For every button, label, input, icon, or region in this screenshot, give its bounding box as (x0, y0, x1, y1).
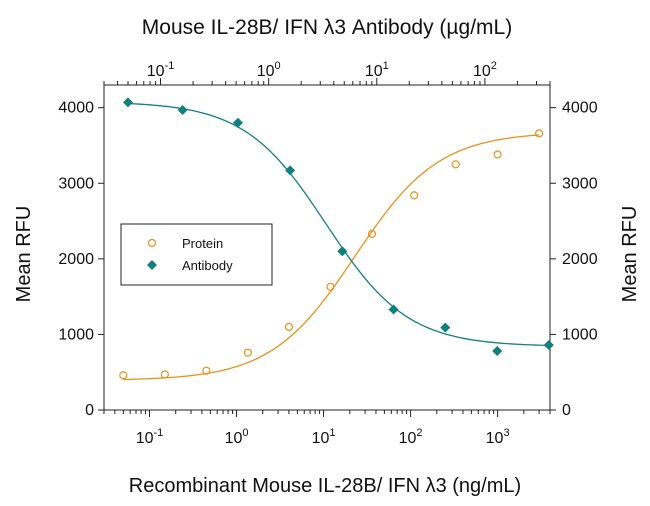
x-top-tick-label: 100 (257, 60, 281, 80)
antibody-point (232, 117, 243, 128)
x-top-tick-label: 10-1 (147, 60, 175, 80)
y-axis-label-right: Mean RFU (619, 206, 641, 303)
protein-point (367, 229, 377, 238)
y-tick-label-right: 0 (562, 402, 571, 419)
protein-point (202, 366, 211, 375)
protein-point (160, 370, 169, 379)
antibody-point (543, 340, 554, 350)
x-top-tick-label: 102 (473, 60, 497, 80)
protein-point (451, 160, 460, 169)
legend-protein-marker (147, 238, 157, 248)
y-axis-label-left: Mean RFU (13, 206, 35, 303)
y-tick-label-right: 2000 (562, 251, 598, 268)
protein-point (535, 129, 544, 138)
top-axis-title: Mouse IL-28B/ IFN λ3 Antibody (µg/mL) (142, 16, 512, 39)
protein-point (284, 322, 294, 331)
x-top-tick-label: 101 (365, 60, 389, 80)
x-axis-label: Recombinant Mouse IL-28B/ IFN λ3 (ng/mL) (129, 475, 521, 497)
x-bottom-tick-label: 100 (225, 427, 249, 447)
antibody-point (285, 165, 296, 176)
antibody-point (177, 104, 188, 115)
antibody-point (337, 246, 348, 257)
x-bottom-tick-label: 10-1 (136, 427, 164, 447)
antibody-point (388, 304, 399, 315)
fit-curve-antibody (127, 102, 549, 347)
y-tick-label-left: 0 (85, 402, 94, 419)
y-tick-label-left: 3000 (58, 175, 94, 192)
antibody-point (492, 346, 503, 357)
protein-point (493, 150, 502, 159)
legend-protein-label: Protein (182, 236, 223, 251)
y-tick-label-right: 1000 (562, 326, 598, 343)
legend-antibody-label: Antibody (182, 258, 233, 273)
protein-point (326, 282, 335, 291)
y-tick-label-left: 1000 (58, 326, 94, 343)
y-tick-label-right: 3000 (562, 175, 598, 192)
y-tick-label-left: 2000 (58, 251, 94, 268)
antibody-point (440, 322, 451, 333)
x-bottom-tick-label: 103 (486, 427, 510, 447)
data-points (119, 97, 554, 380)
x-bottom-tick-label: 102 (399, 427, 423, 447)
x-bottom-tick-label: 101 (312, 427, 336, 447)
legend-antibody-marker (147, 260, 157, 270)
protein-point (410, 191, 419, 200)
ticks-layer: 0 0 1000 1000 2000 2000 3000 3000 4000 4000 10-1 10… (58, 60, 597, 447)
y-tick-label-right: 4000 (562, 100, 598, 117)
legend-box (120, 223, 273, 286)
legend: Protein Antibody (120, 223, 273, 286)
protein-point (119, 371, 128, 380)
protein-point (243, 348, 252, 357)
y-tick-label-left: 4000 (58, 100, 94, 117)
antibody-point (122, 97, 133, 108)
plot-frame (103, 84, 551, 411)
